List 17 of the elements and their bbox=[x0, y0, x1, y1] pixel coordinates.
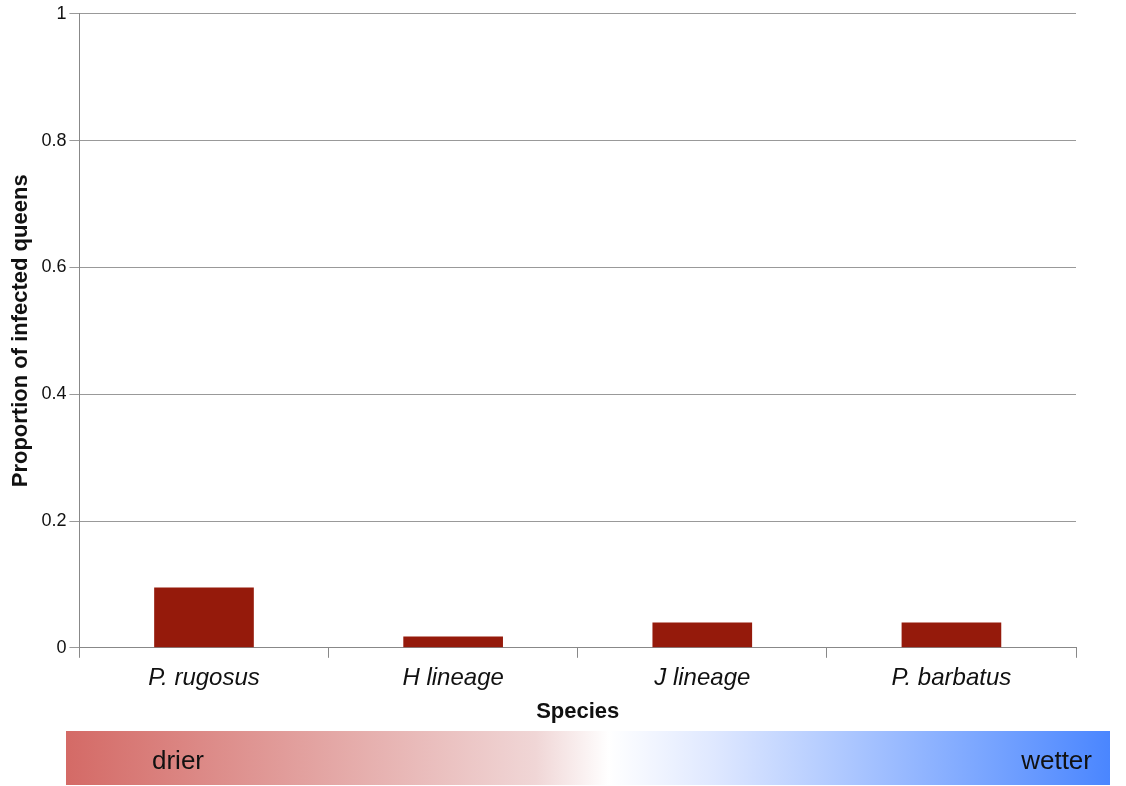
x-tick-label: H lineage bbox=[402, 662, 504, 690]
y-tick-label: 0.2 bbox=[41, 509, 67, 530]
bar bbox=[901, 622, 1002, 648]
y-tick-label: 0 bbox=[56, 636, 67, 657]
bar bbox=[403, 636, 503, 648]
y-tick-label: 1 bbox=[56, 2, 67, 23]
bar bbox=[652, 622, 753, 648]
y-tick-label: 0.8 bbox=[41, 129, 67, 150]
y-tick-label: 0.6 bbox=[41, 256, 67, 277]
x-axis-title: Species bbox=[536, 697, 620, 723]
bar bbox=[154, 587, 254, 648]
y-axis-title: Proportion of infected queens bbox=[7, 174, 33, 488]
gradient-scale: drier wetter bbox=[66, 731, 1110, 785]
y-tick-label: 0.4 bbox=[41, 383, 67, 404]
x-tick-label: P. rugosus bbox=[148, 662, 260, 690]
x-tick-label: J lineage bbox=[653, 662, 751, 690]
x-tick-label: P. barbatus bbox=[891, 662, 1012, 690]
